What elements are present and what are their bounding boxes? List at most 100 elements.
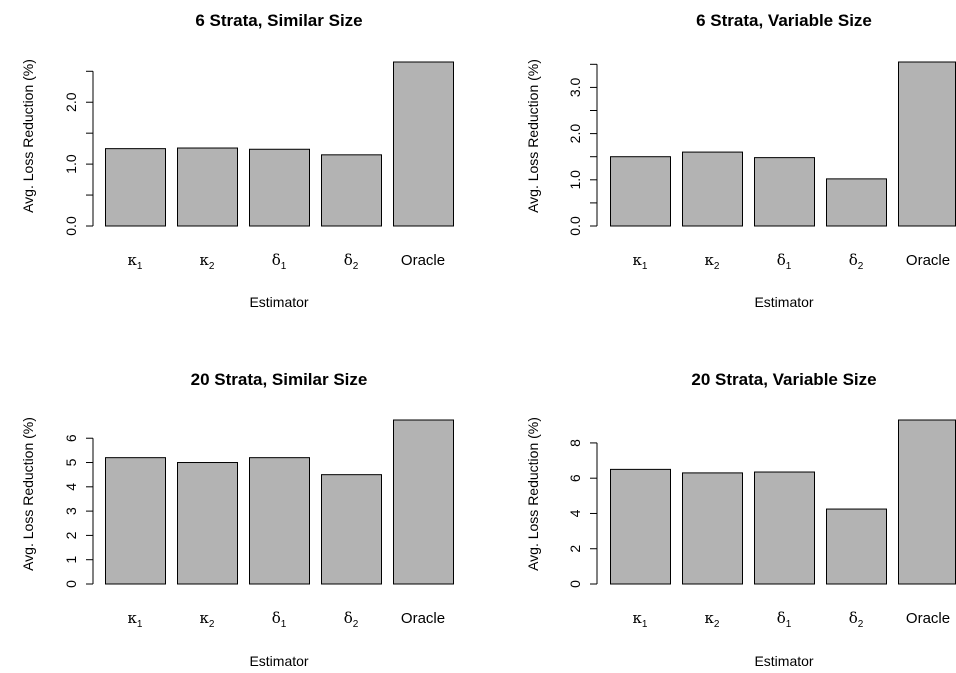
y-tick-label: 6 <box>63 434 79 442</box>
bar <box>321 154 382 227</box>
x-tick-label: δ2 <box>344 251 359 272</box>
x-tick-subscript: 1 <box>281 261 287 272</box>
x-tick-subscript: 1 <box>786 619 792 630</box>
x-tick-label: δ2 <box>849 609 864 630</box>
bar <box>754 157 815 227</box>
x-tick-label: Oracle <box>401 610 445 627</box>
chart-title: 20 Strata, Similar Size <box>191 370 368 389</box>
x-tick-label: Oracle <box>401 252 445 269</box>
bar <box>249 457 310 585</box>
chart-panel-2: 6 Strata, Variable Size 0.0 1.0 2.0 3.0 Avg. … <box>525 11 956 310</box>
x-tick-subscript: 2 <box>209 261 215 272</box>
x-tick-label: κ2 <box>200 251 215 272</box>
x-tick-subscript: 1 <box>137 619 143 630</box>
y-tick-label: 4 <box>63 483 79 491</box>
y-tick-label: 2 <box>63 531 79 539</box>
x-tick-subscript: 1 <box>137 261 143 272</box>
bar <box>393 61 454 227</box>
x-tick-label: κ2 <box>705 609 720 630</box>
x-tick-label: κ1 <box>633 251 648 272</box>
x-tick-label: δ1 <box>272 609 287 630</box>
bar <box>898 419 956 585</box>
x-tick-symbol: κ <box>128 609 138 627</box>
x-tick-symbol: δ <box>777 609 786 627</box>
bar <box>105 148 166 227</box>
y-tick-label: 1.0 <box>63 154 79 174</box>
x-tick-subscript: 2 <box>714 619 720 630</box>
y-tick-label: 0.0 <box>567 216 583 236</box>
x-tick-symbol: δ <box>272 251 281 269</box>
bar <box>826 508 887 585</box>
x-tick-text: Oracle <box>906 252 950 269</box>
x-tick-subscript: 1 <box>642 619 648 630</box>
bar <box>105 457 166 585</box>
y-tick-label: 0 <box>567 580 583 588</box>
x-tick-subscript: 2 <box>858 261 864 272</box>
y-tick-label: 6 <box>567 474 583 482</box>
x-axis-label: Estimator <box>754 653 813 669</box>
bar <box>610 468 671 585</box>
bar <box>754 471 815 585</box>
x-axis-label: Estimator <box>754 294 813 310</box>
x-tick-label: Oracle <box>906 610 950 627</box>
x-tick-subscript: 1 <box>281 619 287 630</box>
x-tick-symbol: δ <box>777 251 786 269</box>
x-tick-symbol: κ <box>633 609 643 627</box>
bar <box>177 147 238 227</box>
y-axis-label: Avg. Loss Reduction (%) <box>525 59 541 213</box>
x-tick-symbol: κ <box>633 251 643 269</box>
x-tick-subscript: 2 <box>353 619 359 630</box>
x-tick-symbol: δ <box>849 609 858 627</box>
bar <box>682 472 743 585</box>
y-tick-label: 2 <box>567 545 583 553</box>
x-tick-symbol: κ <box>128 251 138 269</box>
x-tick-label: κ1 <box>128 609 143 630</box>
y-tick-label: 2.0 <box>567 124 583 144</box>
x-tick-symbol: κ <box>705 609 715 627</box>
y-tick-label: 0 <box>63 580 79 588</box>
chart-panel-1: 6 Strata, Similar Size 0.0 1.0 2.0 Avg. Loss… <box>20 11 454 310</box>
chart-title: 6 Strata, Similar Size <box>195 11 362 30</box>
x-tick-label: δ1 <box>777 251 792 272</box>
y-tick-label: 1 <box>63 556 79 564</box>
chart-panel-3: 20 Strata, Similar Size 0 1 2 3 4 5 6 Avg. Loss … <box>20 370 454 669</box>
x-tick-label: Oracle <box>906 252 950 269</box>
bar <box>249 148 310 227</box>
bar <box>393 419 454 585</box>
y-tick-label: 0.0 <box>63 216 79 236</box>
x-tick-label: δ2 <box>849 251 864 272</box>
x-tick-subscript: 1 <box>786 261 792 272</box>
bar <box>898 61 956 227</box>
bar <box>610 156 671 227</box>
x-tick-label: κ1 <box>633 609 648 630</box>
x-tick-label: δ1 <box>777 609 792 630</box>
x-tick-text: Oracle <box>401 252 445 269</box>
y-tick-label: 4 <box>567 509 583 517</box>
y-tick-label: 1.0 <box>567 170 583 190</box>
bar <box>682 151 743 227</box>
x-tick-subscript: 2 <box>714 261 720 272</box>
x-tick-label: κ1 <box>128 251 143 272</box>
x-tick-symbol: κ <box>705 251 715 269</box>
x-axis-label: Estimator <box>249 653 308 669</box>
y-tick-label: 3.0 <box>567 77 583 97</box>
y-axis-label: Avg. Loss Reduction (%) <box>20 417 36 571</box>
bar <box>321 474 382 585</box>
x-tick-symbol: δ <box>344 251 353 269</box>
y-tick-label: 8 <box>567 439 583 447</box>
y-tick-label: 2.0 <box>63 92 79 112</box>
x-tick-subscript: 2 <box>209 619 215 630</box>
bar <box>826 178 887 227</box>
x-tick-subscript: 1 <box>642 261 648 272</box>
chart-title: 6 Strata, Variable Size <box>696 11 872 30</box>
x-tick-symbol: δ <box>272 609 281 627</box>
x-tick-label: δ2 <box>344 609 359 630</box>
x-tick-symbol: κ <box>200 609 210 627</box>
y-axis-label: Avg. Loss Reduction (%) <box>20 59 36 213</box>
chart-title: 20 Strata, Variable Size <box>691 370 876 389</box>
y-axis-label: Avg. Loss Reduction (%) <box>525 417 541 571</box>
chart-panel-4: 20 Strata, Variable Size 0 2 4 6 8 Avg. Loss R… <box>525 370 956 669</box>
x-tick-symbol: δ <box>849 251 858 269</box>
x-tick-text: Oracle <box>401 610 445 627</box>
